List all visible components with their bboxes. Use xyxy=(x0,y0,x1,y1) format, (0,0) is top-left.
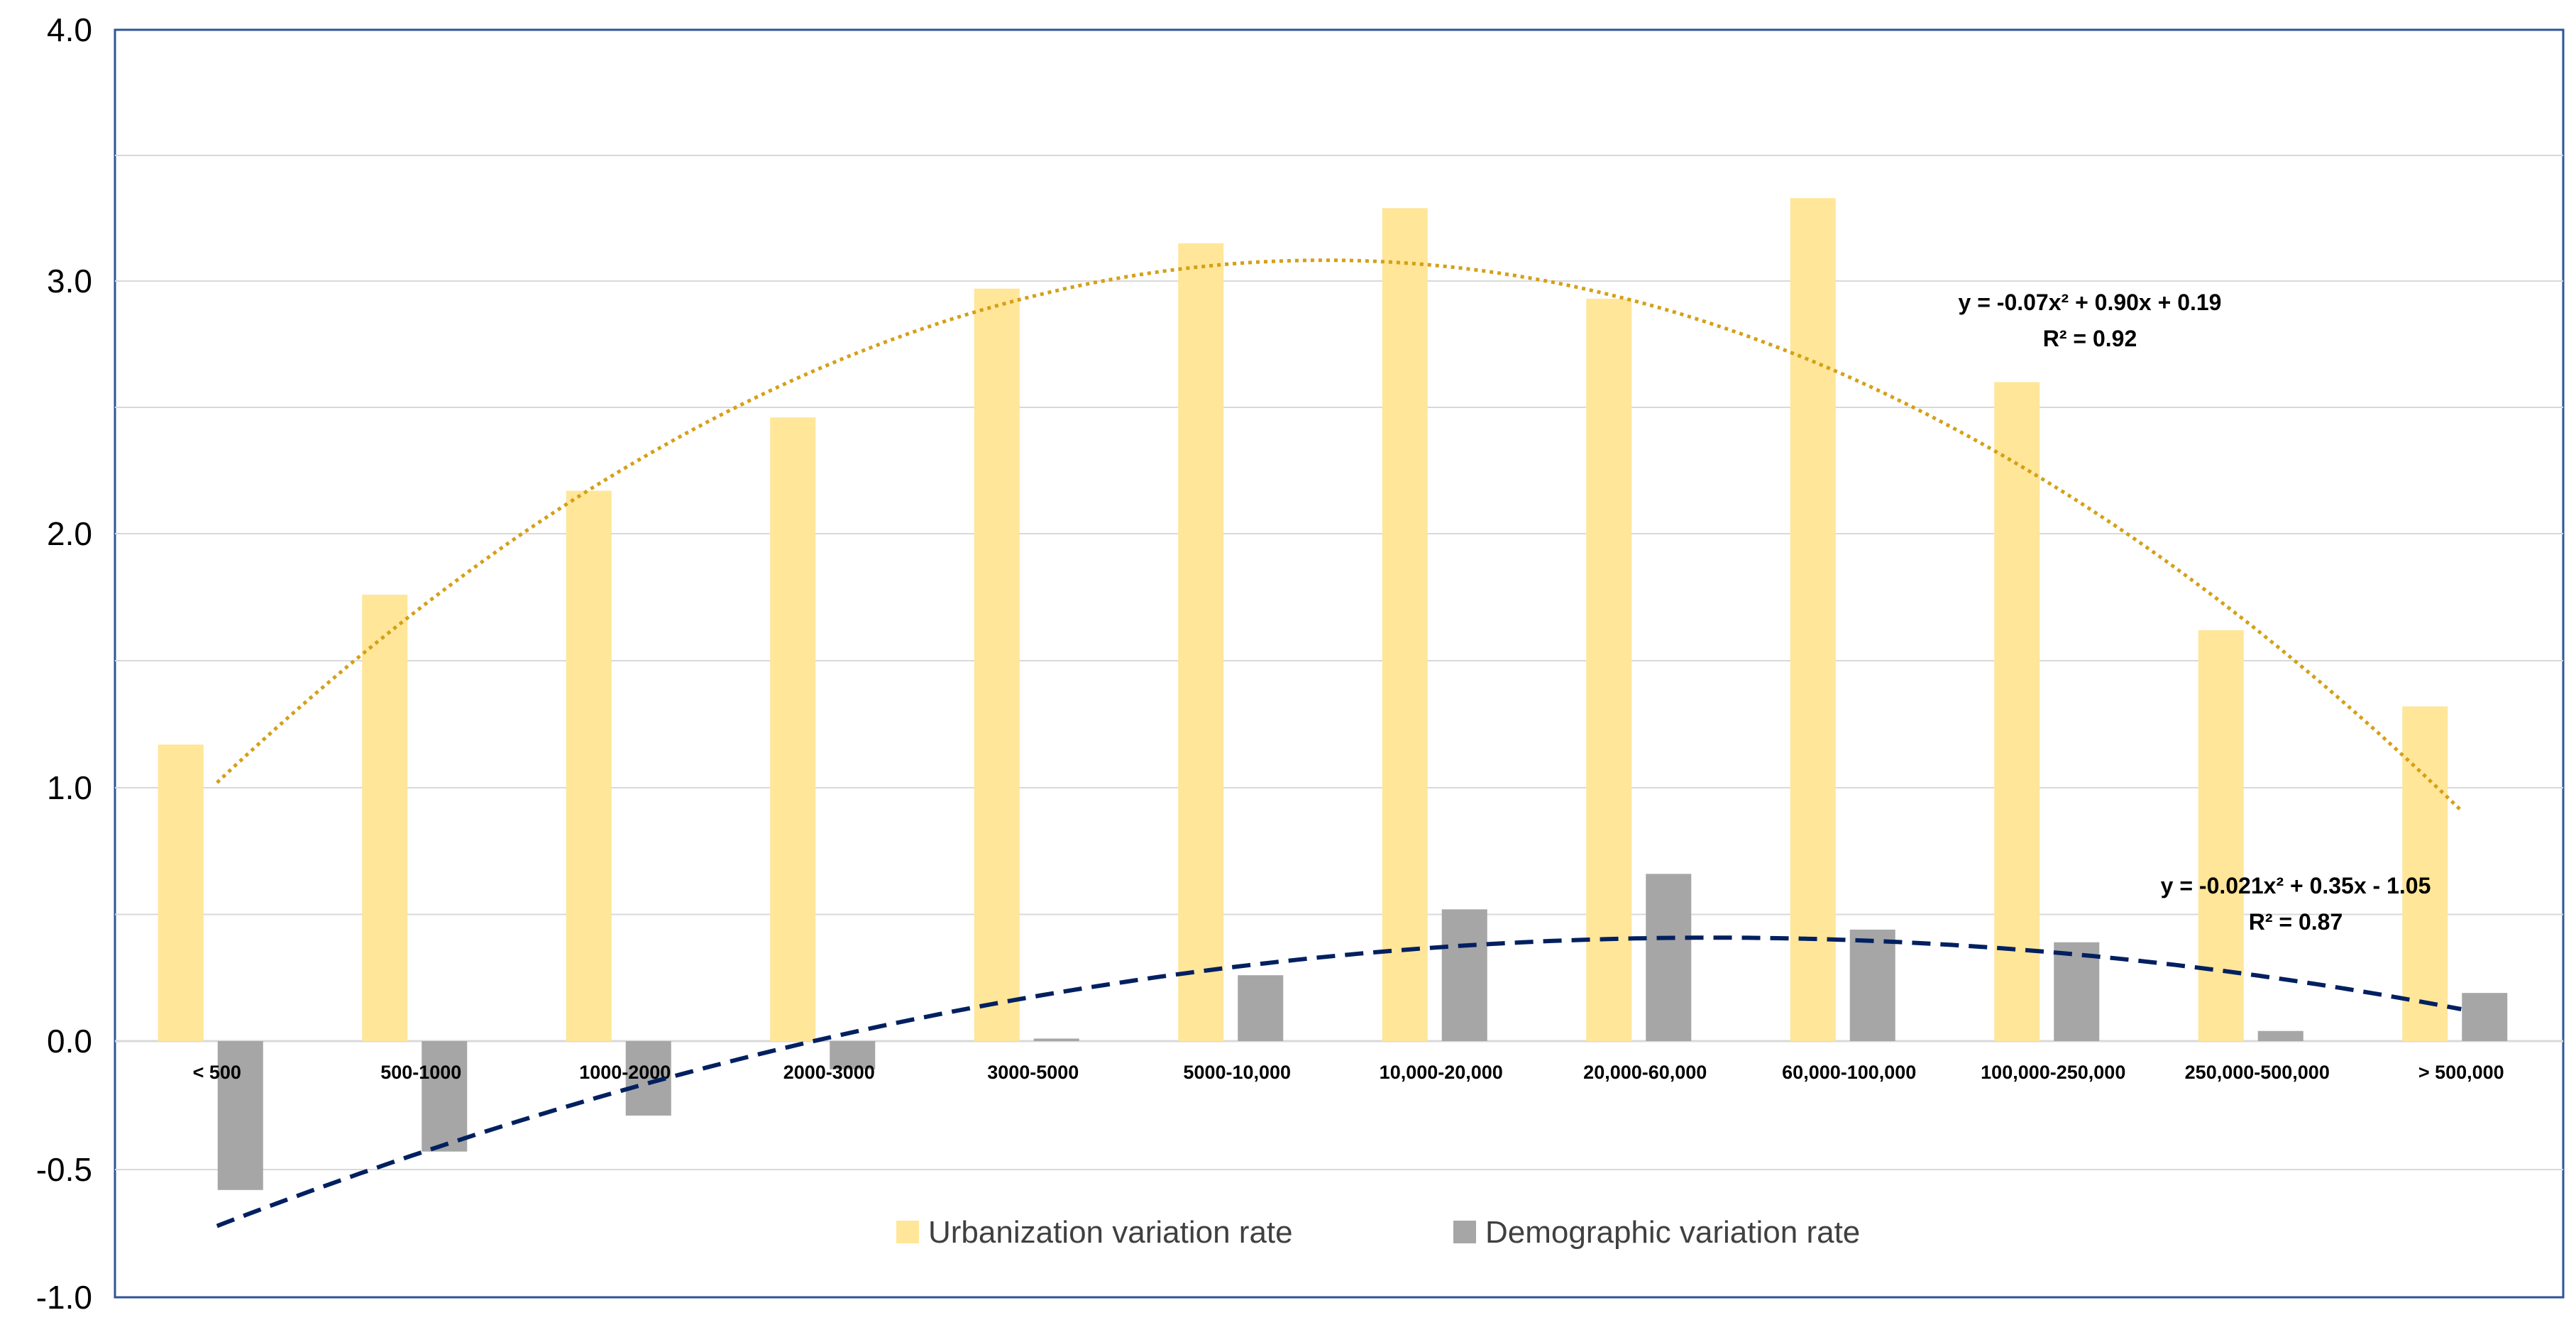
demographic-bar xyxy=(2054,942,2100,1041)
x-tick-label: 100,000-250,000 xyxy=(1981,1062,2125,1083)
x-tick-label: 3000-5000 xyxy=(987,1062,1079,1083)
y-tick-label: 0.0 xyxy=(47,1023,92,1060)
x-tick-label: 250,000-500,000 xyxy=(2185,1062,2330,1083)
y-tick-label: -0.5 xyxy=(36,1151,92,1188)
x-tick-label: 60,000-100,000 xyxy=(1782,1062,1916,1083)
x-tick-label: < 500 xyxy=(193,1062,241,1083)
urbanization-bar xyxy=(1382,208,1428,1042)
urbanization-trend-r2: R² = 0.92 xyxy=(2043,326,2137,351)
demographic-trendline xyxy=(216,935,2462,1228)
demographic-bar xyxy=(2462,993,2508,1041)
y-tick-label: -1.0 xyxy=(36,1279,92,1316)
urbanization-bar xyxy=(1586,298,1632,1041)
urbanization-bar xyxy=(2402,706,2448,1041)
demographic-trend-r2: R² = 0.87 xyxy=(2249,909,2343,935)
urbanization-bar xyxy=(566,490,612,1041)
plot-area-border xyxy=(114,28,2565,1299)
x-tick-label: 10,000-20,000 xyxy=(1380,1062,1503,1083)
x-tick-label: 500-1000 xyxy=(380,1062,461,1083)
x-tick-label: 5000-10,000 xyxy=(1183,1062,1291,1083)
x-tick-label: 20,000-60,000 xyxy=(1583,1062,1707,1083)
legend-swatch-urbanization xyxy=(896,1221,919,1243)
urbanization-bar xyxy=(158,744,204,1041)
y-axis-ticks: 4.0 3.0 2.0 1.0 0.0 -0.5 -1.0 xyxy=(36,11,92,1316)
x-axis-ticks: < 500 500-1000 1000-2000 2000-3000 3000-5000… xyxy=(193,1062,2504,1083)
demographic-bar xyxy=(217,1041,263,1190)
demographic-bar xyxy=(1033,1038,1079,1041)
gridlines xyxy=(115,155,2563,1170)
demographic-trend-equation: y = -0.021x² + 0.35x - 1.05 xyxy=(2161,873,2431,898)
urbanization-trendline xyxy=(216,258,2463,812)
y-tick-label: 4.0 xyxy=(47,11,92,48)
trendlines xyxy=(216,258,2463,1228)
demographic-bar xyxy=(2257,1030,2303,1041)
demographic-bar xyxy=(422,1041,468,1152)
urbanization-trend-equation: y = -0.07x² + 0.90x + 0.19 xyxy=(1959,290,2222,315)
x-tick-label: > 500,000 xyxy=(2418,1062,2504,1083)
demographic-bar xyxy=(1441,909,1487,1041)
urbanization-bar xyxy=(362,594,408,1041)
x-tick-label: 2000-3000 xyxy=(783,1062,875,1083)
y-tick-label: 1.0 xyxy=(47,769,92,806)
legend: Urbanization variation rate Demographic … xyxy=(896,1215,1860,1250)
legend-label-urbanization: Urbanization variation rate xyxy=(928,1215,1293,1250)
demographic-bar xyxy=(830,1041,876,1069)
demographic-bar xyxy=(1238,975,1284,1041)
urbanization-bar xyxy=(2198,630,2244,1041)
urbanization-bar xyxy=(1178,243,1224,1041)
urbanization-bar xyxy=(974,288,1020,1042)
bars xyxy=(158,198,2508,1190)
legend-label-demographic: Demographic variation rate xyxy=(1485,1215,1860,1250)
y-tick-label: 3.0 xyxy=(47,263,92,299)
y-tick-label: 2.0 xyxy=(47,515,92,552)
urbanization-bar xyxy=(770,417,816,1041)
demographic-bar xyxy=(1646,874,1692,1041)
urbanization-bar xyxy=(1994,382,2040,1041)
legend-swatch-demographic xyxy=(1453,1221,1476,1243)
urbanization-bar xyxy=(1790,198,1836,1042)
demographic-bar xyxy=(1849,929,1895,1041)
